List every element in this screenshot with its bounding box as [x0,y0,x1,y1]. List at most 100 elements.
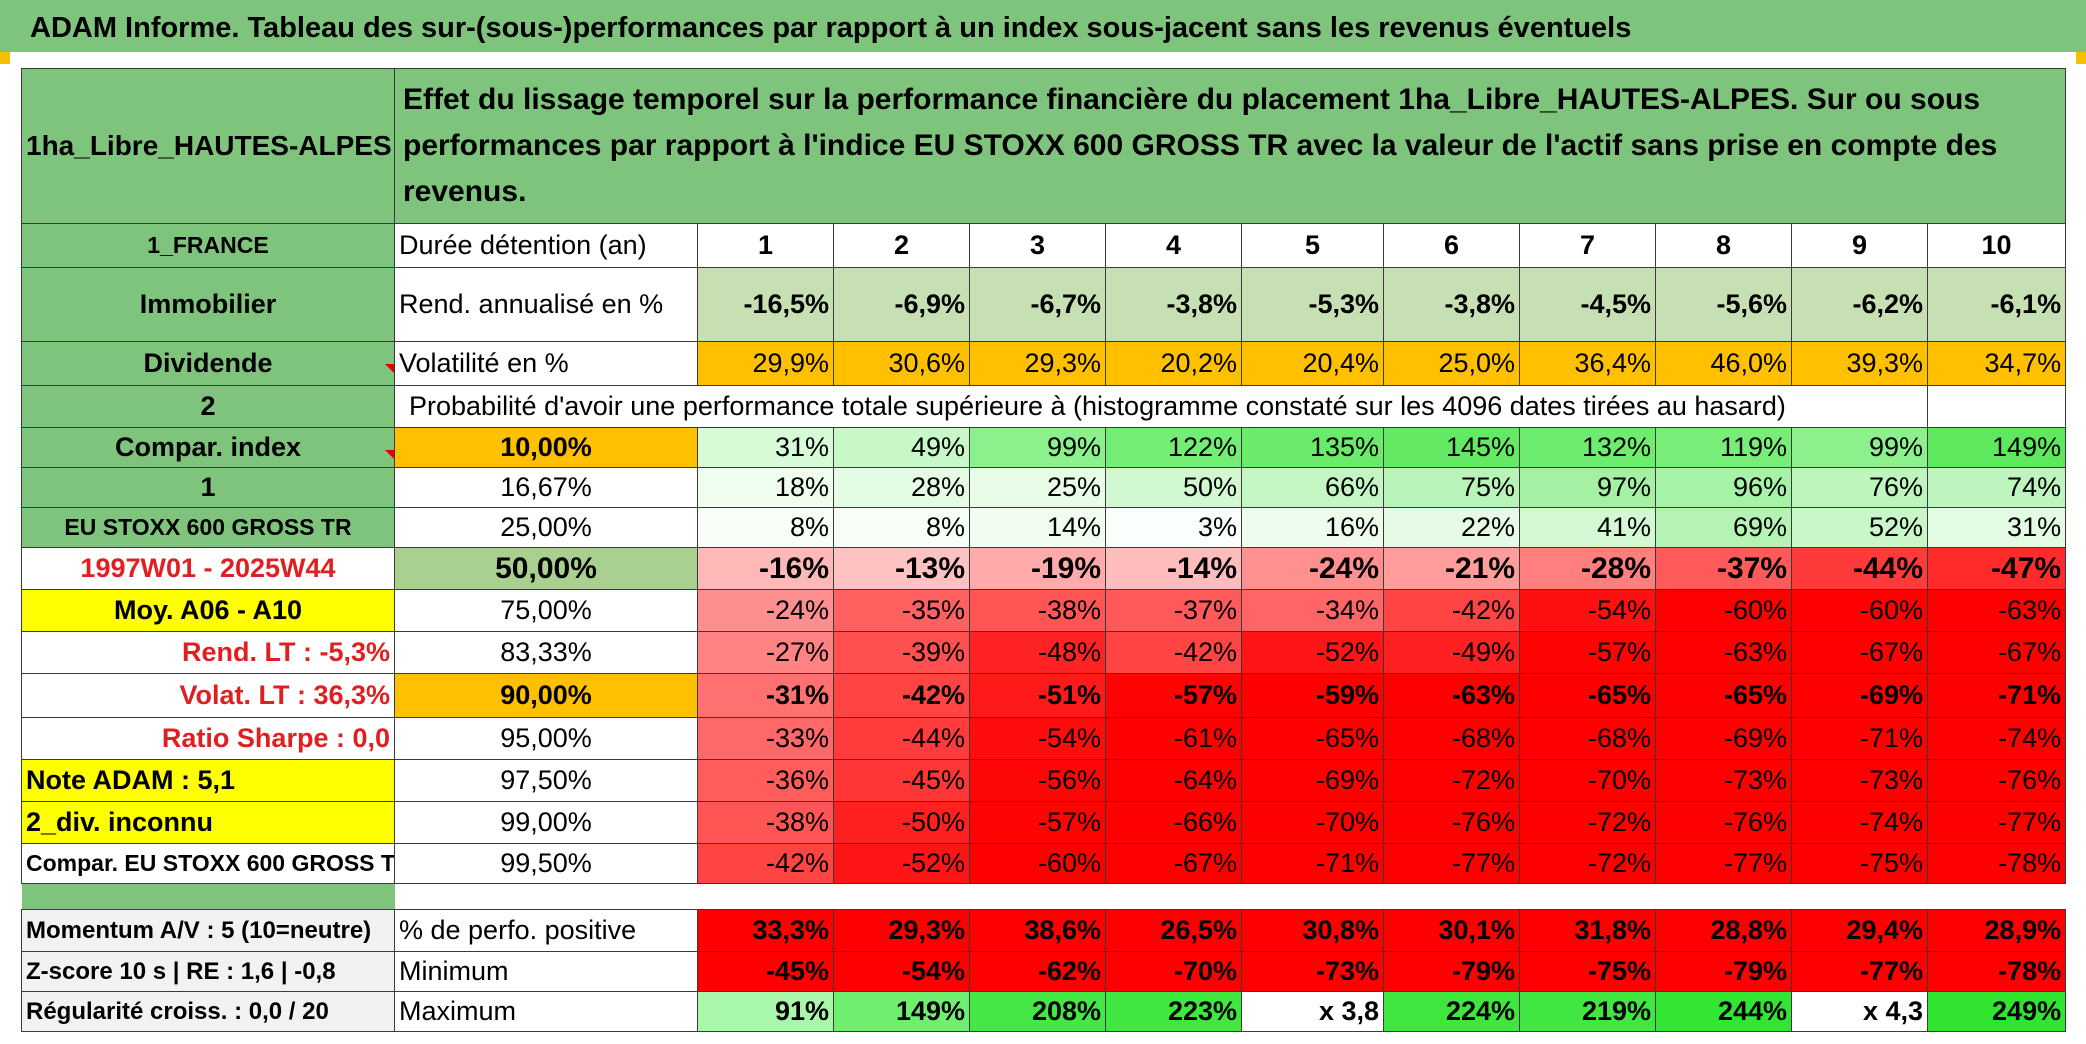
positive-cell: 29,4% [1791,909,1928,952]
rend-cell: -4,5% [1519,267,1656,342]
minimum-cell: -77% [1791,951,1928,992]
positive-cell: 28,8% [1655,909,1792,952]
proba-cell: -67% [1926,631,2067,674]
proba-cell: -37% [1105,589,1242,632]
index-name: EU STOXX 600 GROSS TR [21,507,395,548]
year-header: 1 [697,223,834,268]
proba-cell: 25% [969,467,1106,508]
vol-cell: 34,7% [1926,341,2067,386]
proba-cell: -60% [1655,589,1792,632]
proba-cell: -59% [1241,673,1384,718]
selection-marker [2076,52,2086,64]
rend-cell: -6,2% [1791,267,1928,342]
minimum-cell: -70% [1105,951,1242,992]
proba-cell: 97% [1519,467,1656,508]
proba-cell: 119% [1655,427,1792,468]
positive-cell: 38,6% [969,909,1106,952]
proba-cell: 41% [1519,507,1656,548]
proba-cell: 66% [1241,467,1384,508]
maximum-cell: 249% [1926,991,2067,1032]
minimum-label: Minimum [394,951,698,992]
vol-cell: 20,4% [1241,341,1384,386]
proba-cell: -78% [1926,843,2067,884]
category-label: Immobilier [21,267,395,342]
proba-cell: -42% [1105,631,1242,674]
rend-cell: -5,6% [1655,267,1792,342]
proba-cell: -75% [1791,843,1928,884]
minimum-cell: -54% [833,951,970,992]
minimum-cell: -45% [697,951,834,992]
selector-a[interactable]: 2 [21,385,395,428]
positive-cell: 28,9% [1926,909,2067,952]
regularite-label: Régularité croiss. : 0,0 / 20 [21,991,395,1032]
maximum-cell: 208% [969,991,1106,1032]
proba-cell: -65% [1519,673,1656,718]
proba-cell: -54% [969,717,1106,760]
comment-marker [385,364,394,373]
table-description: Effet du lissage temporel sur la perform… [393,68,2067,224]
rend-cell: -5,3% [1241,267,1384,342]
proba-cell: -51% [969,673,1106,718]
proba-cell: -72% [1519,843,1656,884]
proba-cell: -57% [1105,673,1242,718]
rend-cell: -6,7% [969,267,1106,342]
moy-label: Moy. A06 - A10 [21,589,395,632]
proba-cell: -33% [697,717,834,760]
vol-cell: 36,4% [1519,341,1656,386]
proba-threshold: 50,00% [394,547,698,590]
proba-cell: -44% [1791,547,1928,590]
proba-cell: -65% [1655,673,1792,718]
proba-cell: -68% [1519,717,1656,760]
year-header: 4 [1105,223,1242,268]
proba-threshold: 99,00% [394,801,698,844]
sharpe-label: Ratio Sharpe : 0,0 [21,717,395,760]
positive-cell: 29,3% [833,909,970,952]
proba-cell: 31% [697,427,834,468]
proba-cell: -71% [1241,843,1384,884]
rend-label: Rend. annualisé en % [394,267,698,342]
proba-cell: -45% [833,759,970,802]
proba-cell: -52% [833,843,970,884]
proba-cell: 75% [1383,467,1520,508]
minimum-cell: -62% [969,951,1106,992]
period-label: 1997W01 - 2025W44 [21,547,395,590]
proba-threshold: 99,50% [394,843,698,884]
proba-cell: -68% [1383,717,1520,760]
minimum-cell: -73% [1241,951,1384,992]
compar-full-label: Compar. EU STOXX 600 GROSS TR [21,843,395,884]
minimum-cell: -75% [1519,951,1656,992]
proba-label: Probabilité d'avoir une performance tota… [394,385,1792,428]
proba-threshold: 83,33% [394,631,698,674]
proba-cell: -73% [1655,759,1792,802]
proba-cell: -74% [1791,801,1928,844]
proba-cell: 8% [833,507,970,548]
proba-cell: -71% [1926,673,2067,718]
fund-name: 1ha_Libre_HAUTES-ALPES [21,68,395,224]
report-title: ADAM Informe. Tableau des sur-(sous-)per… [0,0,2086,52]
proba-cell: -54% [1519,589,1656,632]
proba-cell: -65% [1241,717,1384,760]
proba-cell: -63% [1655,631,1792,674]
proba-cell: 74% [1926,467,2067,508]
positive-cell: 31,8% [1519,909,1656,952]
proba-threshold: 90,00% [394,673,698,718]
positive-cell: 33,3% [697,909,834,952]
proba-cell: -69% [1241,759,1384,802]
volat-lt-label: Volat. LT : 36,3% [21,673,395,718]
proba-cell: -42% [697,843,834,884]
income-label: Dividende [21,341,395,386]
proba-cell: -38% [969,589,1106,632]
proba-cell: -57% [969,801,1106,844]
duree-label: Durée détention (an) [394,223,698,268]
selector-b[interactable]: 1 [21,467,395,508]
positive-cell: 30,1% [1383,909,1520,952]
proba-cell: -71% [1791,717,1928,760]
proba-threshold: 25,00% [394,507,698,548]
rend-cell: -3,8% [1383,267,1520,342]
proba-cell: -70% [1519,759,1656,802]
proba-cell: -16% [697,547,834,590]
proba-cell: -72% [1519,801,1656,844]
spacer-bar [21,883,395,910]
performance-table: 1ha_Libre_HAUTES-ALPES Effet du lissage … [21,68,2067,1032]
year-header: 5 [1241,223,1384,268]
